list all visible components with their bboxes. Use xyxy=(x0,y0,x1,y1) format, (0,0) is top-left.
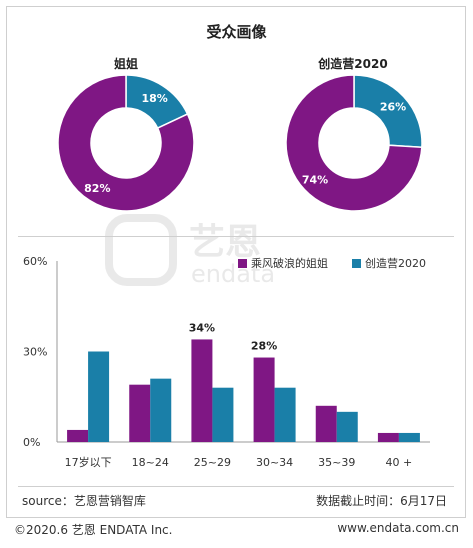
legend-swatch-1 xyxy=(238,259,247,268)
legend-label-1: 乘风破浪的姐姐 xyxy=(251,256,328,270)
x-tick-label: 40 + xyxy=(386,456,413,469)
copyright-text: ©2020.6 艺恩 ENDATA Inc. xyxy=(14,521,172,538)
footer-divider xyxy=(18,486,454,487)
x-tick-label: 25~29 xyxy=(194,456,231,469)
y-tick-label: 0% xyxy=(23,436,40,449)
cutoff-text: 数据截止时间：6月17日 xyxy=(316,492,447,509)
bar-annotation: 28% xyxy=(251,340,277,353)
bar-2-6 xyxy=(399,433,420,442)
bar-1-6 xyxy=(378,433,399,442)
bar-annotation: 34% xyxy=(189,321,215,334)
x-tick-label: 17岁以下 xyxy=(65,455,112,469)
bar-2-5 xyxy=(337,412,358,442)
bar-1-5 xyxy=(316,406,337,442)
bar-1-3 xyxy=(191,339,212,442)
y-tick-label: 60% xyxy=(23,255,47,268)
x-tick-label: 18~24 xyxy=(132,456,169,469)
bar-1-4 xyxy=(254,358,275,442)
x-tick-label: 30~34 xyxy=(256,456,293,469)
bar-2-1 xyxy=(88,352,109,443)
website-text: www.endata.com.cn xyxy=(337,521,459,535)
bar-2-4 xyxy=(275,388,296,442)
legend-label-2: 创造营2020 xyxy=(365,256,426,270)
y-tick-label: 30% xyxy=(23,346,47,359)
x-tick-label: 35~39 xyxy=(318,456,355,469)
bar-2-3 xyxy=(212,388,233,442)
legend-swatch-2 xyxy=(352,259,361,268)
bar-2-2 xyxy=(150,379,171,442)
source-text: source：艺恩营销智库 xyxy=(22,492,146,509)
bar-1-2 xyxy=(129,385,150,442)
bar-1-1 xyxy=(67,430,88,442)
